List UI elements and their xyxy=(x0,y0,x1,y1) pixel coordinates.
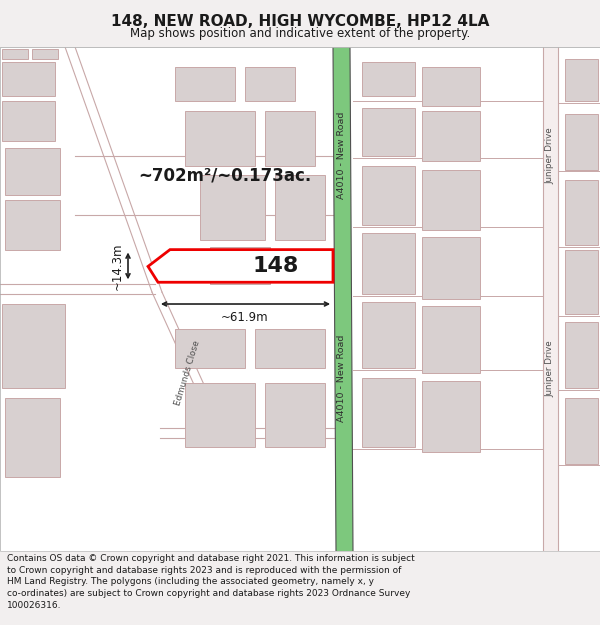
Polygon shape xyxy=(5,200,60,249)
Polygon shape xyxy=(245,67,295,101)
Polygon shape xyxy=(185,111,255,166)
Text: HM Land Registry. The polygons (including the associated geometry, namely x, y: HM Land Registry. The polygons (includin… xyxy=(7,578,374,586)
Polygon shape xyxy=(362,108,415,156)
Polygon shape xyxy=(565,398,598,464)
Polygon shape xyxy=(210,247,270,284)
Polygon shape xyxy=(565,249,598,314)
Polygon shape xyxy=(422,171,480,230)
Polygon shape xyxy=(175,67,235,101)
Text: ~14.3m: ~14.3m xyxy=(111,242,124,290)
Bar xyxy=(543,47,558,551)
Text: 148: 148 xyxy=(253,256,299,276)
Text: co-ordinates) are subject to Crown copyright and database rights 2023 Ordnance S: co-ordinates) are subject to Crown copyr… xyxy=(7,589,410,598)
Polygon shape xyxy=(422,381,480,452)
Polygon shape xyxy=(2,101,55,141)
Polygon shape xyxy=(422,111,480,161)
Polygon shape xyxy=(422,237,480,299)
Text: ~61.9m: ~61.9m xyxy=(221,311,269,324)
Polygon shape xyxy=(362,232,415,294)
Polygon shape xyxy=(422,67,480,106)
Polygon shape xyxy=(5,148,60,195)
Polygon shape xyxy=(265,111,315,166)
Polygon shape xyxy=(2,62,55,96)
Polygon shape xyxy=(565,181,598,244)
Text: Juniper Drive: Juniper Drive xyxy=(545,127,554,184)
Polygon shape xyxy=(200,176,265,240)
Polygon shape xyxy=(185,383,255,448)
Polygon shape xyxy=(362,378,415,448)
Polygon shape xyxy=(362,302,415,368)
Text: to Crown copyright and database rights 2023 and is reproduced with the permissio: to Crown copyright and database rights 2… xyxy=(7,566,401,574)
Text: Contains OS data © Crown copyright and database right 2021. This information is : Contains OS data © Crown copyright and d… xyxy=(7,554,415,562)
Text: Map shows position and indicative extent of the property.: Map shows position and indicative extent… xyxy=(130,28,470,41)
Polygon shape xyxy=(565,322,598,388)
Polygon shape xyxy=(565,59,598,101)
Text: 100026316.: 100026316. xyxy=(7,601,62,610)
Text: ~702m²/~0.173ac.: ~702m²/~0.173ac. xyxy=(139,166,311,184)
Text: 148, NEW ROAD, HIGH WYCOMBE, HP12 4LA: 148, NEW ROAD, HIGH WYCOMBE, HP12 4LA xyxy=(111,14,489,29)
Polygon shape xyxy=(5,398,60,477)
Polygon shape xyxy=(175,329,245,368)
Text: A4010 - New Road: A4010 - New Road xyxy=(337,334,346,422)
Polygon shape xyxy=(422,306,480,373)
Polygon shape xyxy=(362,62,415,96)
Polygon shape xyxy=(32,49,58,59)
Polygon shape xyxy=(275,176,325,240)
Polygon shape xyxy=(265,383,325,448)
Polygon shape xyxy=(148,249,333,282)
Text: Juniper Drive: Juniper Drive xyxy=(545,340,554,397)
Polygon shape xyxy=(255,329,325,368)
Polygon shape xyxy=(362,166,415,225)
Polygon shape xyxy=(333,47,353,551)
Polygon shape xyxy=(565,114,598,171)
Text: A4010 - New Road: A4010 - New Road xyxy=(337,112,346,199)
Polygon shape xyxy=(2,304,65,388)
Text: Edmunds Close: Edmunds Close xyxy=(173,339,201,407)
Polygon shape xyxy=(2,49,28,59)
